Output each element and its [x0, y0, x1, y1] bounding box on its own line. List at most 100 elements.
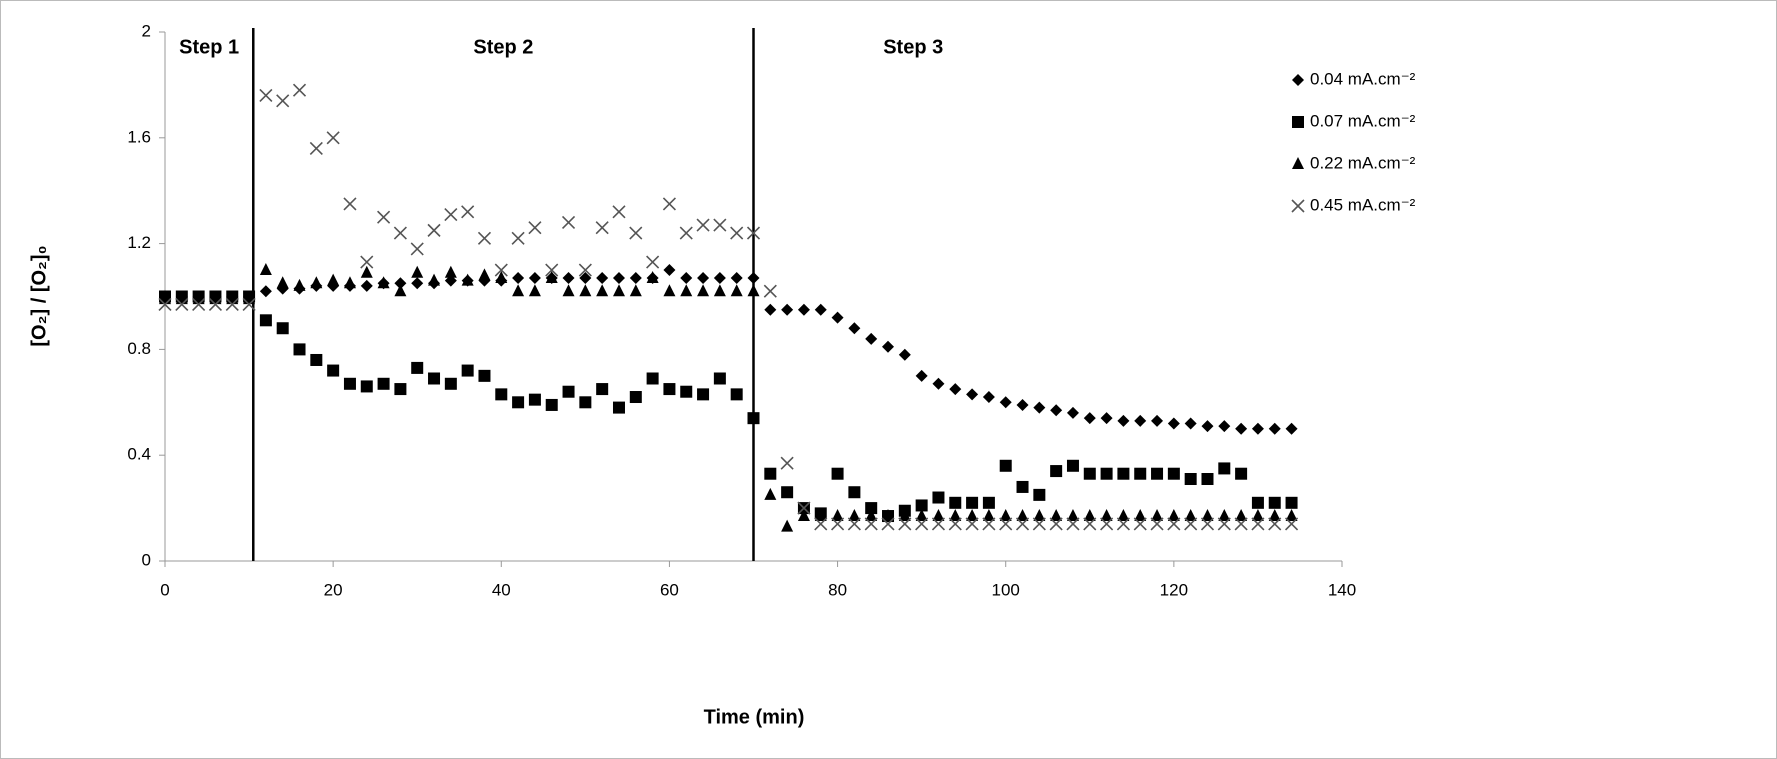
data-point [932, 509, 945, 522]
data-point [1201, 420, 1214, 433]
data-point [730, 284, 743, 297]
data-point [1184, 417, 1197, 430]
data-point [377, 210, 391, 224]
x-tick-label: 60 [660, 580, 679, 599]
data-point [781, 519, 794, 532]
data-point [999, 459, 1012, 472]
data-point [208, 297, 223, 312]
data-point [730, 271, 743, 284]
data-point [1032, 517, 1046, 531]
data-point [1218, 420, 1231, 433]
data-point [327, 364, 340, 377]
data-point [259, 263, 272, 276]
data-point [1134, 414, 1147, 427]
data-point [915, 509, 928, 522]
data-point [495, 388, 508, 401]
data-point [898, 509, 911, 522]
data-point [680, 385, 693, 398]
data-point [864, 517, 878, 531]
data-point [478, 268, 491, 281]
data-point [629, 271, 642, 284]
data-point [966, 388, 979, 401]
data-point [1251, 496, 1264, 509]
data-point [713, 284, 726, 297]
data-point [629, 391, 642, 404]
data-point [797, 303, 810, 316]
data-point [327, 273, 340, 286]
data-point [932, 377, 945, 390]
legend-marker [1292, 116, 1304, 128]
data-point [831, 467, 844, 480]
data-point [276, 276, 289, 289]
data-point [646, 372, 659, 385]
data-point [764, 487, 777, 500]
data-point [697, 284, 710, 297]
data-point [1066, 509, 1079, 522]
data-point [629, 284, 642, 297]
data-point [1184, 473, 1197, 486]
data-point [865, 332, 878, 345]
data-point [696, 218, 710, 232]
data-point [1167, 417, 1180, 430]
data-point [1050, 509, 1063, 522]
data-point [1050, 404, 1063, 417]
y-tick-label: 0.8 [127, 339, 151, 358]
data-point [1268, 422, 1281, 435]
data-point [730, 388, 743, 401]
data-point [512, 396, 525, 409]
data-point [444, 377, 457, 390]
data-point [1133, 517, 1147, 531]
data-point [545, 270, 558, 283]
data-point [1049, 517, 1063, 531]
data-point [562, 385, 575, 398]
data-point [1083, 517, 1097, 531]
data-point [1235, 422, 1248, 435]
data-point [528, 271, 541, 284]
data-point [746, 226, 761, 240]
data-point [1083, 412, 1096, 425]
data-point [393, 226, 407, 240]
data-point [528, 284, 541, 297]
data-point [1151, 467, 1164, 480]
data-point [1268, 496, 1281, 509]
data-point [1016, 398, 1029, 411]
data-point [377, 276, 390, 289]
data-point [1117, 509, 1130, 522]
data-point [1134, 467, 1147, 480]
data-point [477, 231, 492, 245]
data-point [999, 517, 1013, 531]
data-point [225, 297, 239, 312]
data-point [1167, 509, 1180, 522]
data-point [713, 271, 726, 284]
data-point [663, 264, 676, 277]
data-point [1033, 488, 1046, 501]
data-point [309, 141, 323, 155]
data-point [428, 273, 441, 286]
data-point [999, 396, 1012, 409]
data-point [948, 517, 962, 531]
data-point [931, 517, 946, 531]
data-point [343, 276, 356, 289]
data-point [646, 270, 659, 283]
data-point [360, 255, 374, 269]
legend-marker [1292, 74, 1304, 86]
data-point [1066, 459, 1079, 472]
data-point [1117, 414, 1130, 427]
legend-label: 0.07 mA.cm⁻² [1310, 111, 1416, 130]
data-point [343, 197, 357, 211]
data-point [663, 284, 676, 297]
data-point [410, 242, 424, 256]
data-point [259, 285, 272, 298]
data-point [1050, 465, 1063, 478]
data-point [646, 255, 660, 269]
data-point [1100, 467, 1113, 480]
data-point [512, 271, 525, 284]
data-point [512, 284, 525, 297]
data-point [848, 509, 861, 522]
data-point [192, 297, 206, 312]
data-point [915, 369, 928, 382]
data-point [898, 348, 911, 361]
data-point [1218, 509, 1231, 522]
data-point [1235, 467, 1248, 480]
data-point [494, 263, 508, 277]
